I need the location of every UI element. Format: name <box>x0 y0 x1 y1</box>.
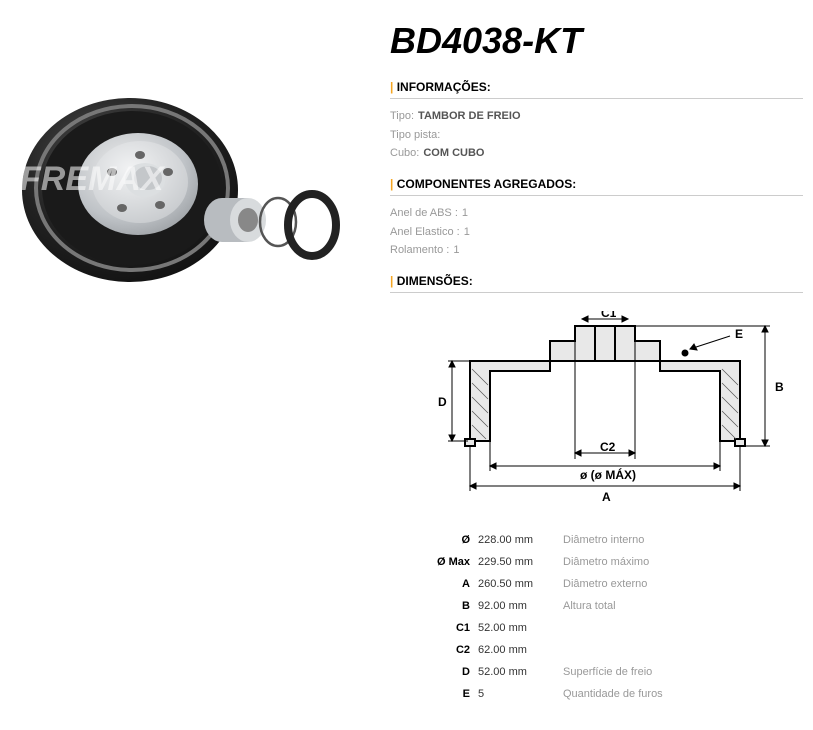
dim-desc: Quantidade de furos <box>563 688 663 700</box>
section-header-info: INFORMAÇÕES: <box>390 80 803 99</box>
diagram-label-c2: C2 <box>600 440 616 454</box>
watermark-text: FREMAX <box>20 160 166 198</box>
info-label: Tipo: <box>390 107 414 126</box>
product-title: BD4038-KT <box>390 20 803 62</box>
section-header-components: COMPONENTES AGREGADOS: <box>390 177 803 196</box>
dim-symbol: E <box>420 688 478 700</box>
dim-value: 52.00 mm <box>478 622 563 634</box>
info-row: Anel de ABS : 1 <box>390 204 803 223</box>
details-column: BD4038-KT INFORMAÇÕES: Tipo: TAMBOR DE F… <box>380 20 803 710</box>
dim-symbol: Ø Max <box>420 556 478 568</box>
dim-row: D 52.00 mm Superfície de freio <box>420 666 803 678</box>
diagram-label-c1: C1 <box>601 311 617 320</box>
dim-value: 92.00 mm <box>478 600 563 612</box>
diagram-label-a: A <box>602 490 611 504</box>
section-header-dimensions: DIMENSÕES: <box>390 274 803 293</box>
dim-value: 62.00 mm <box>478 644 563 656</box>
dim-row: Ø 228.00 mm Diâmetro interno <box>420 534 803 546</box>
info-label: Anel Elastico : <box>390 223 460 242</box>
dim-symbol: A <box>420 578 478 590</box>
dim-desc: Diâmetro interno <box>563 534 644 546</box>
info-row: Anel Elastico : 1 <box>390 223 803 242</box>
diagram-label-phi: ø (ø MÁX) <box>580 467 636 482</box>
info-value: 1 <box>464 223 470 242</box>
dim-desc: Diâmetro externo <box>563 578 647 590</box>
dim-symbol: D <box>420 666 478 678</box>
dim-desc: Diâmetro máximo <box>563 556 649 568</box>
technical-diagram: C1 C2 ø (ø MÁX) A B D E <box>420 311 790 511</box>
dim-value: 228.00 mm <box>478 534 563 546</box>
info-row: Tipo pista: <box>390 126 803 145</box>
diagram-label-e: E <box>735 327 743 341</box>
dim-value: 260.50 mm <box>478 578 563 590</box>
dim-desc: Altura total <box>563 600 616 612</box>
diagram-label-d: D <box>438 395 447 409</box>
diagram-label-b: B <box>775 380 784 394</box>
dim-value: 229.50 mm <box>478 556 563 568</box>
dim-value: 5 <box>478 688 563 700</box>
dim-symbol: B <box>420 600 478 612</box>
product-image-column: FREMAX <box>10 20 380 710</box>
info-label: Anel de ABS : <box>390 204 458 223</box>
info-list: Tipo: TAMBOR DE FREIO Tipo pista: Cubo: … <box>390 107 803 163</box>
dim-symbol: C2 <box>420 644 478 656</box>
info-label: Cubo: <box>390 144 419 163</box>
dim-row: E 5 Quantidade de furos <box>420 688 803 700</box>
info-value: TAMBOR DE FREIO <box>418 107 520 126</box>
dim-symbol: Ø <box>420 534 478 546</box>
info-value: 1 <box>453 241 459 260</box>
dim-symbol: C1 <box>420 622 478 634</box>
info-row: Tipo: TAMBOR DE FREIO <box>390 107 803 126</box>
info-value: COM CUBO <box>423 144 484 163</box>
info-value: 1 <box>462 204 468 223</box>
info-row: Cubo: COM CUBO <box>390 144 803 163</box>
dim-row: Ø Max 229.50 mm Diâmetro máximo <box>420 556 803 568</box>
dim-row: B 92.00 mm Altura total <box>420 600 803 612</box>
dim-row: A 260.50 mm Diâmetro externo <box>420 578 803 590</box>
dim-value: 52.00 mm <box>478 666 563 678</box>
dim-row: C1 52.00 mm <box>420 622 803 634</box>
dim-row: C2 62.00 mm <box>420 644 803 656</box>
info-label: Tipo pista: <box>390 126 440 145</box>
info-label: Rolamento : <box>390 241 449 260</box>
product-image: FREMAX <box>10 60 350 300</box>
components-list: Anel de ABS : 1 Anel Elastico : 1 Rolame… <box>390 204 803 260</box>
dimensions-table: Ø 228.00 mm Diâmetro interno Ø Max 229.5… <box>420 534 803 700</box>
info-row: Rolamento : 1 <box>390 241 803 260</box>
dim-desc: Superfície de freio <box>563 666 652 678</box>
